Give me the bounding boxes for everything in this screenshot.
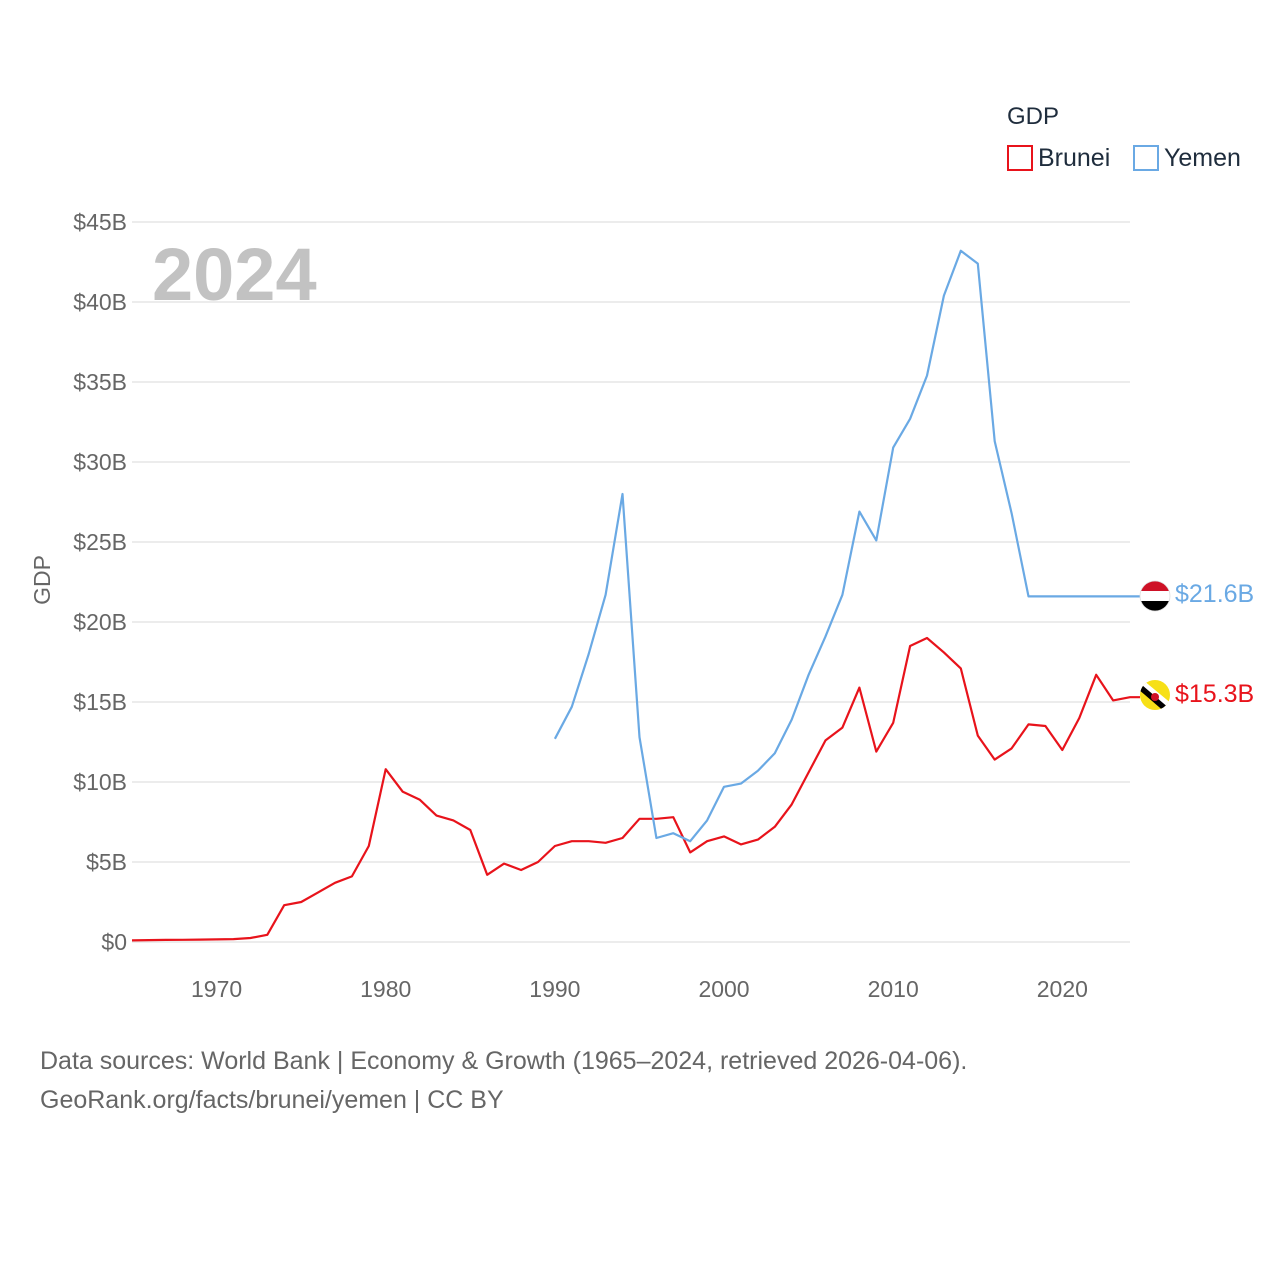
series-lines: [131, 249, 1140, 942]
y-tick-label: $0: [101, 929, 127, 955]
y-tick-label: $40B: [73, 289, 127, 315]
legend: GDP Brunei Yemen: [1007, 103, 1241, 172]
series-line-brunei: [131, 636, 1140, 942]
y-tick-label: $10B: [73, 769, 127, 795]
grid-lines: [132, 221, 1130, 943]
y-axis-title: GDP: [29, 555, 55, 605]
year-label: 2024: [152, 233, 317, 316]
x-axis: 1970 1980 1990 2000 2010 2020: [191, 976, 1088, 1002]
end-label-brunei: $15.3B: [1175, 680, 1254, 708]
y-tick-label: $35B: [73, 369, 127, 395]
data-source-footer: Data sources: World Bank | Economy & Gro…: [40, 1042, 967, 1120]
gdp-line-chart: $0 $5B $10B $15B $20B $25B $30B $35B $40B $45B 19…: [29, 103, 1254, 1002]
y-tick-label: $45B: [73, 209, 127, 235]
x-tick-label: 2010: [868, 976, 919, 1002]
legend-label-yemen: Yemen: [1164, 144, 1241, 172]
y-tick-label: $20B: [73, 609, 127, 635]
end-label-yemen: $21.6B: [1175, 580, 1254, 608]
x-tick-label: 2000: [698, 976, 749, 1002]
y-tick-label: $5B: [86, 849, 127, 875]
x-tick-label: 1990: [529, 976, 580, 1002]
y-axis: $0 $5B $10B $15B $20B $25B $30B $35B $40B $45B: [73, 209, 127, 955]
y-tick-label: $25B: [73, 529, 127, 555]
x-tick-label: 1970: [191, 976, 242, 1002]
series-line-yemen: [553, 249, 1140, 843]
yemen-flag-icon: [1140, 581, 1170, 611]
source-line: Data sources: World Bank | Economy & Gro…: [40, 1047, 968, 1075]
x-tick-label: 2020: [1037, 976, 1088, 1002]
brunei-flag-icon: [1140, 680, 1170, 710]
legend-title: GDP: [1007, 103, 1059, 130]
y-tick-label: $15B: [73, 689, 127, 715]
legend-swatch-brunei: [1007, 145, 1033, 171]
y-tick-label: $30B: [73, 449, 127, 475]
legend-swatch-yemen: [1133, 145, 1159, 171]
attribution-line[interactable]: GeoRank.org/facts/brunei/yemen | CC BY: [40, 1086, 504, 1114]
x-tick-label: 1980: [360, 976, 411, 1002]
legend-label-brunei: Brunei: [1038, 144, 1110, 172]
